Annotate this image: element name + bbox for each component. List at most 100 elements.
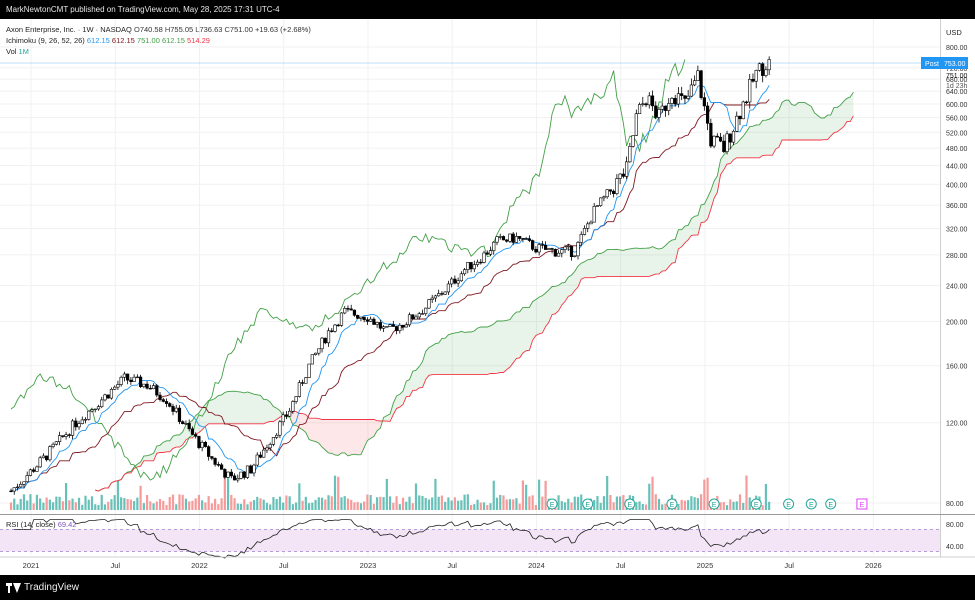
earnings-marker-label: E	[670, 502, 675, 509]
volume-bar	[440, 495, 444, 510]
cloud-segment	[795, 102, 799, 140]
publish-line: MarkNewtonCMT published on TradingView.c…	[6, 5, 280, 14]
cloud-segment	[730, 144, 734, 164]
candle-body	[518, 236, 522, 239]
cloud-segment	[668, 240, 672, 267]
legend-rsi-line: RSI (14, close) 69.42	[6, 520, 76, 529]
candle-body	[213, 458, 217, 465]
cloud-segment	[237, 391, 242, 424]
earnings-marker-7: E	[805, 498, 817, 510]
volume-bar	[171, 494, 175, 510]
upcoming-earnings-box	[856, 498, 868, 510]
chart-svg[interactable]: E E E E E E E E E E USD 800.00 720.00 680.00 640.00 60…	[0, 19, 975, 575]
candle-body	[93, 408, 97, 411]
cloud-segment	[315, 418, 319, 444]
cloud-segment	[260, 395, 264, 424]
candle-body	[317, 348, 321, 354]
volume-bar	[359, 503, 363, 510]
candle-body	[450, 278, 454, 285]
cloud-segment	[419, 361, 423, 388]
cloud-segment	[548, 286, 553, 323]
cloud-segment	[801, 102, 805, 140]
cloud-segment	[626, 248, 630, 277]
volume-bar	[512, 499, 515, 510]
candle-body	[492, 241, 496, 251]
candle-body	[109, 389, 114, 399]
candle-body	[164, 401, 169, 404]
volume-bar	[745, 475, 748, 510]
cloud-segment	[224, 391, 229, 424]
cloud-segment	[454, 332, 459, 375]
cloud-segment	[827, 115, 831, 140]
volume-bar	[392, 502, 395, 510]
earnings-marker-circle	[805, 498, 817, 510]
candle-body	[245, 465, 250, 478]
volume-bar	[103, 504, 107, 510]
rsi-band	[0, 529, 940, 552]
volume-bar	[376, 497, 379, 510]
earnings-marker-5: E	[750, 498, 762, 510]
candle-body	[764, 69, 768, 76]
brand[interactable]: TradingView	[6, 582, 79, 593]
volume-bar	[738, 494, 742, 510]
volume-bar	[385, 478, 388, 510]
cloud-segment	[270, 402, 274, 422]
volume-bar	[68, 500, 71, 510]
cloud-segment	[484, 327, 488, 375]
volume-bar	[469, 504, 473, 510]
candle-body	[226, 471, 230, 478]
candle-body	[9, 490, 13, 493]
volume-bar	[518, 503, 521, 510]
candle-body	[300, 382, 305, 384]
volume-bar	[735, 501, 738, 510]
cloud-segment	[811, 106, 815, 140]
legend-ichimoku-value-0: 612.15	[87, 36, 112, 45]
cloud-segment	[516, 311, 520, 359]
cloud-segment	[412, 370, 416, 391]
cloud-segment	[416, 366, 420, 391]
cloud-segment	[234, 391, 238, 424]
candle-body	[103, 394, 107, 401]
volume-bar	[120, 497, 123, 510]
cloud-segment	[500, 320, 504, 373]
time-tick-label-10: 2026	[865, 561, 882, 570]
price-tick-label-1: 720.00	[946, 66, 968, 73]
legend-ohlc-key-2: L	[195, 25, 199, 34]
candle-body	[343, 308, 347, 314]
cloud-segment	[597, 253, 601, 277]
volume-bar	[282, 502, 285, 510]
candle-body	[673, 98, 677, 105]
cloud-segment	[205, 400, 209, 427]
cloud-segment	[250, 393, 254, 424]
rsi-line	[14, 519, 770, 559]
candle-body	[372, 318, 376, 325]
legend-title-line: Axon Enterprise, Inc. · 1W · NASDAQ O740…	[6, 25, 311, 34]
earnings-marker-label: E	[550, 502, 555, 509]
upcoming-earnings-label: E	[860, 502, 865, 509]
volume-bar	[476, 499, 479, 510]
candle-body	[741, 101, 745, 120]
candle-body	[589, 221, 593, 225]
volume-bar	[214, 498, 217, 510]
candle-body	[462, 269, 467, 275]
earnings-marker-circle	[825, 498, 837, 510]
cloud-segment	[471, 330, 475, 375]
candle-body	[715, 135, 719, 138]
candle-body	[375, 322, 379, 325]
time-tick-label-8: 2025	[697, 561, 714, 570]
candle-body	[378, 322, 382, 329]
cloud-segment	[535, 297, 540, 336]
legend-ichimoku-value-2: 751.00	[137, 36, 162, 45]
price-tick-label-14: 200.00	[946, 320, 968, 327]
candle-body	[220, 464, 224, 470]
candle-body	[718, 136, 723, 142]
volume-bar	[249, 501, 252, 510]
candle-body	[223, 469, 227, 478]
volume-bar	[230, 494, 233, 510]
volume-bar	[275, 499, 278, 510]
price-tick-label-12: 280.00	[946, 253, 968, 260]
candle-body	[424, 307, 428, 314]
cloud-segment	[581, 261, 585, 280]
chart-area[interactable]: E E E E E E E E E E USD 800.00 720.00 680.00 640.00 60…	[0, 19, 975, 575]
